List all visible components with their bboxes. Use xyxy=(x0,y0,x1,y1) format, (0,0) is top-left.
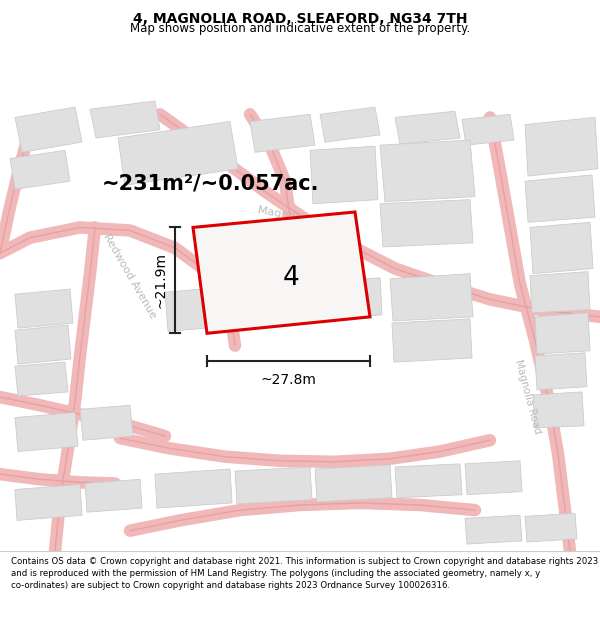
Text: ~21.9m: ~21.9m xyxy=(154,253,168,308)
Polygon shape xyxy=(118,121,238,185)
Polygon shape xyxy=(533,392,584,428)
Text: Redwood Avenue: Redwood Avenue xyxy=(101,232,158,320)
Polygon shape xyxy=(315,465,392,502)
Polygon shape xyxy=(15,289,73,328)
Polygon shape xyxy=(462,114,514,145)
Polygon shape xyxy=(465,461,522,495)
Polygon shape xyxy=(530,222,593,274)
Polygon shape xyxy=(15,412,78,451)
Polygon shape xyxy=(525,118,598,176)
Polygon shape xyxy=(320,107,380,142)
Text: 4: 4 xyxy=(283,264,299,291)
Polygon shape xyxy=(530,272,590,312)
Polygon shape xyxy=(235,467,312,504)
Text: Map shows position and indicative extent of the property.: Map shows position and indicative extent… xyxy=(130,22,470,35)
Polygon shape xyxy=(90,101,160,138)
Text: ~231m²/~0.057ac.: ~231m²/~0.057ac. xyxy=(101,173,319,193)
Polygon shape xyxy=(525,175,595,222)
Text: 4, MAGNOLIA ROAD, SLEAFORD, NG34 7TH: 4, MAGNOLIA ROAD, SLEAFORD, NG34 7TH xyxy=(133,12,467,26)
Text: Magnolia Road: Magnolia Road xyxy=(513,359,543,435)
Polygon shape xyxy=(390,274,473,321)
Polygon shape xyxy=(310,146,378,204)
Polygon shape xyxy=(380,199,473,247)
Polygon shape xyxy=(193,212,370,333)
Text: ~27.8m: ~27.8m xyxy=(260,372,316,387)
Polygon shape xyxy=(535,312,590,354)
Text: Magnolia Road: Magnolia Road xyxy=(257,205,340,229)
Polygon shape xyxy=(165,286,243,331)
Polygon shape xyxy=(395,111,460,144)
Polygon shape xyxy=(392,319,472,362)
Polygon shape xyxy=(85,479,142,512)
Polygon shape xyxy=(525,513,577,542)
Polygon shape xyxy=(245,282,312,323)
Polygon shape xyxy=(10,150,70,189)
Polygon shape xyxy=(315,278,382,319)
Polygon shape xyxy=(380,140,475,202)
Polygon shape xyxy=(465,515,522,544)
Polygon shape xyxy=(15,107,82,152)
Polygon shape xyxy=(15,325,71,364)
Polygon shape xyxy=(395,464,462,498)
Polygon shape xyxy=(155,469,232,508)
Polygon shape xyxy=(535,353,587,390)
Text: Contains OS data © Crown copyright and database right 2021. This information is : Contains OS data © Crown copyright and d… xyxy=(11,557,598,590)
Polygon shape xyxy=(80,405,133,440)
Polygon shape xyxy=(15,484,82,521)
Polygon shape xyxy=(15,362,68,396)
Polygon shape xyxy=(250,114,315,152)
